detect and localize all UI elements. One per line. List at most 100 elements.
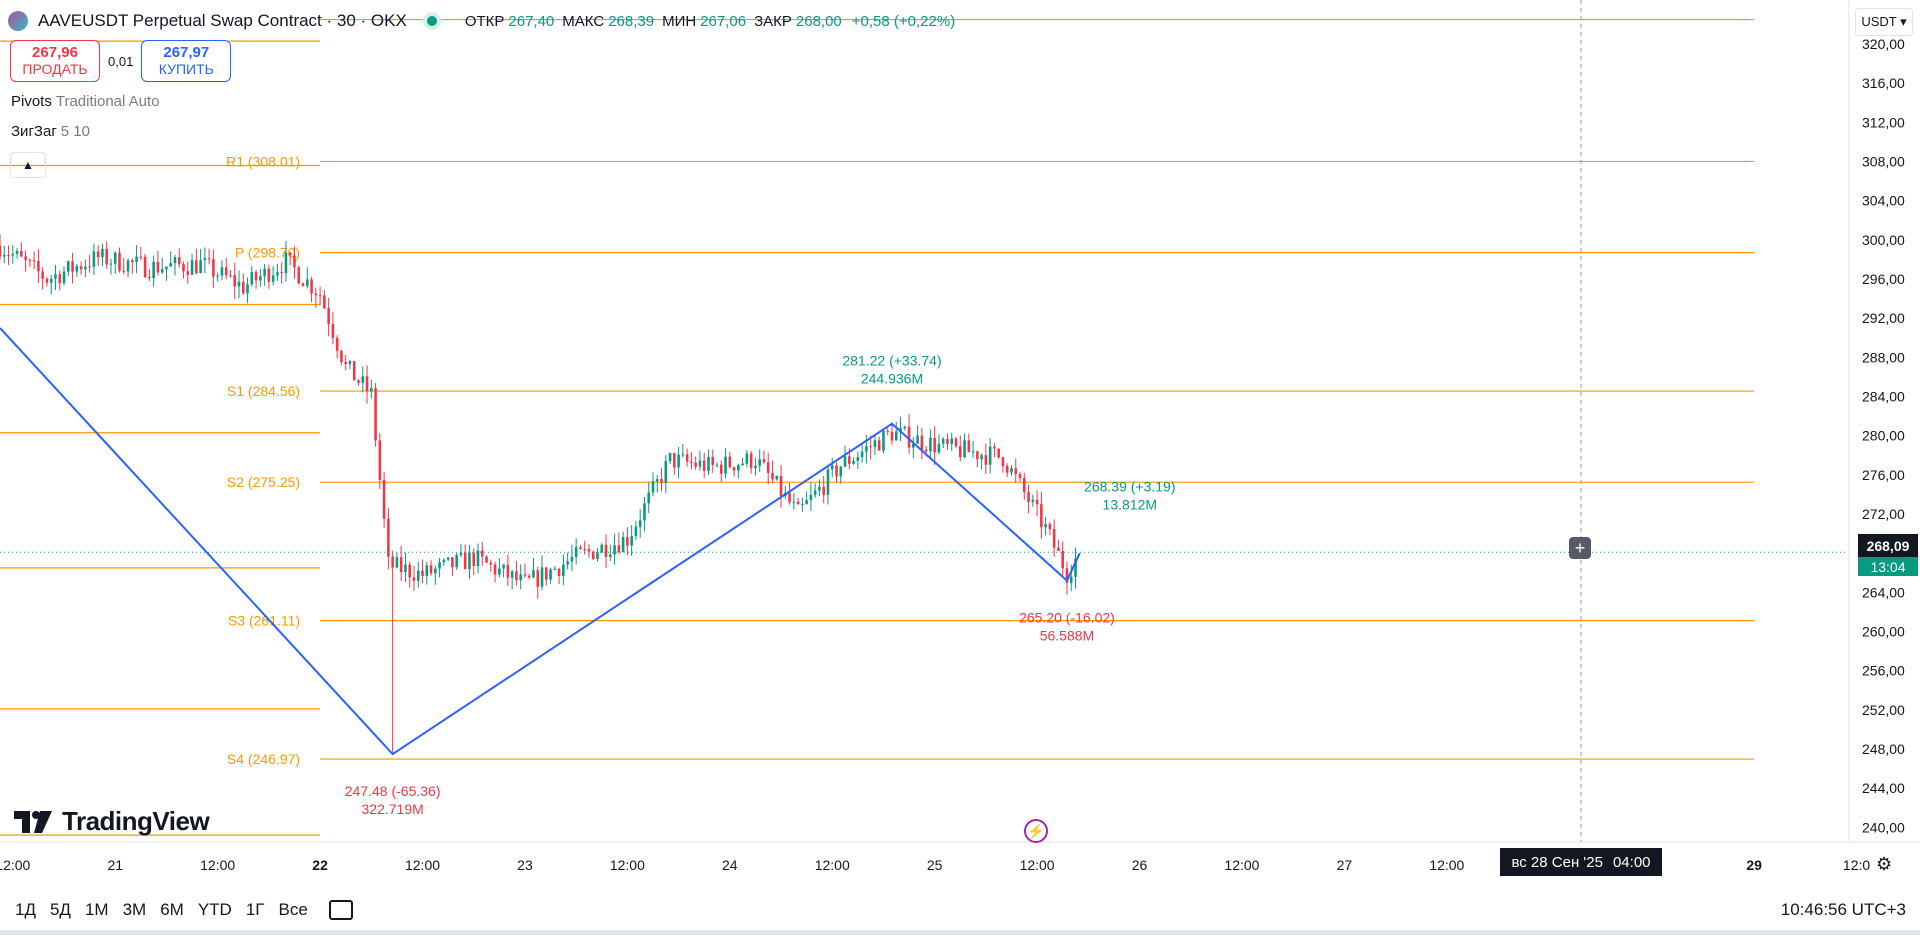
candle-body bbox=[583, 549, 586, 551]
clock-timezone[interactable]: 10:46:56 UTC+3 bbox=[1780, 900, 1906, 919]
tradingview-logo-text: TradingView bbox=[62, 806, 210, 836]
candle-body bbox=[801, 504, 804, 506]
candle-body bbox=[382, 479, 386, 519]
candle-body bbox=[62, 271, 66, 284]
candle-body bbox=[1014, 468, 1018, 475]
candle-body bbox=[997, 448, 1000, 458]
candle-body bbox=[442, 559, 446, 563]
candle-body bbox=[293, 255, 296, 268]
candle-body bbox=[480, 550, 484, 557]
price-tick-label: 288,00 bbox=[1862, 349, 1905, 365]
candle-body bbox=[233, 275, 237, 287]
candle-body bbox=[1061, 550, 1064, 569]
candle-body bbox=[613, 545, 616, 555]
candle-body bbox=[391, 556, 394, 568]
candle-body bbox=[655, 479, 659, 482]
price-tick-label: 272,00 bbox=[1862, 506, 1905, 522]
candle-body bbox=[152, 261, 155, 279]
range-1d-button[interactable]: 1Д bbox=[15, 900, 36, 919]
lightning-event-icon[interactable]: ⚡ bbox=[1024, 819, 1048, 843]
candle-body bbox=[412, 577, 416, 581]
zigzag-pivot-label: 268.39 (+3.19) bbox=[1084, 478, 1175, 494]
candle-body bbox=[719, 464, 723, 474]
chart-axes: 240,00 244,00 248,00 252,00 256,00 260,00 264,… bbox=[0, 0, 1920, 873]
candle-body bbox=[587, 549, 591, 552]
pivot-level-label: P (298.70) bbox=[235, 245, 300, 261]
time-tick-label: 25 bbox=[927, 857, 943, 873]
indicator-zigzag-legend[interactable]: ЗигЗаг 5 10 bbox=[11, 123, 90, 140]
candle-body bbox=[118, 252, 121, 271]
candle-body bbox=[216, 275, 219, 277]
candle-body bbox=[156, 261, 160, 273]
buy-button[interactable]: 267,97 КУПИТЬ bbox=[141, 40, 232, 82]
indicator-pivots-legend[interactable]: Pivots Traditional Auto bbox=[11, 93, 160, 110]
tradingview-logo[interactable]: TradingView bbox=[14, 806, 210, 837]
time-tick-label: 12:00 bbox=[0, 857, 31, 873]
range-1y-button[interactable]: 1Г bbox=[245, 900, 265, 919]
candle-body bbox=[899, 428, 902, 432]
range-3m-button[interactable]: 3М bbox=[122, 900, 147, 919]
bottom-toolbar: 1Д 5Д 1М 3М 6М YTD 1Г Все 10:46:56 UTC+3 bbox=[0, 890, 1920, 930]
collapse-legend-button[interactable]: ▲ bbox=[10, 152, 46, 178]
pivot-level-label: R1 (308.01) bbox=[226, 153, 300, 169]
candle-body bbox=[54, 274, 57, 279]
spread-value: 0,01 bbox=[108, 53, 134, 69]
chart-annotations: 247.48 (-65.36) 322.719M 281.22 (+33.74) 24… bbox=[345, 353, 1176, 817]
candle-body bbox=[865, 446, 868, 452]
candle-body bbox=[609, 554, 612, 557]
candle-body bbox=[352, 361, 356, 381]
candle-body bbox=[916, 435, 919, 444]
candle-body bbox=[310, 279, 313, 294]
candle-body bbox=[1048, 524, 1052, 530]
candle-body bbox=[1044, 524, 1047, 528]
candle-body bbox=[280, 272, 283, 274]
candle-body bbox=[301, 283, 305, 287]
candle-body bbox=[1023, 477, 1026, 492]
candle-body bbox=[519, 574, 522, 581]
candle-body bbox=[143, 256, 147, 278]
zigzag-pivot-label: 281.22 (+33.74) bbox=[842, 353, 941, 369]
candle-body bbox=[839, 466, 843, 477]
calendar-icon[interactable] bbox=[328, 900, 353, 920]
footer-divider bbox=[0, 930, 1920, 935]
candle-body bbox=[621, 536, 625, 553]
sell-price: 267,96 bbox=[32, 44, 78, 61]
candle-body bbox=[732, 467, 736, 471]
market-open-icon bbox=[426, 16, 437, 26]
price-tick-label: 320,00 bbox=[1862, 36, 1905, 52]
candle-body bbox=[259, 276, 262, 281]
candle-body bbox=[148, 277, 151, 279]
candle-body bbox=[24, 256, 27, 260]
add-alert-icon[interactable]: + bbox=[1569, 537, 1591, 559]
candle-body bbox=[754, 465, 757, 469]
sell-button[interactable]: 267,96 ПРОДАТЬ bbox=[10, 40, 100, 82]
candle-body bbox=[344, 362, 347, 364]
candle-body bbox=[527, 575, 531, 578]
range-ytd-button[interactable]: YTD bbox=[197, 900, 232, 919]
candle-body bbox=[993, 446, 996, 449]
candle-body bbox=[920, 435, 924, 450]
candle-body bbox=[882, 430, 885, 451]
ohlc-values: ОТКР 267,40 МАКС 268,39 МИН 267,06 ЗАКР 268,… bbox=[464, 12, 956, 30]
candle-body bbox=[335, 337, 339, 351]
range-all-button[interactable]: Все bbox=[278, 900, 308, 919]
candle-body bbox=[643, 503, 646, 521]
gear-icon[interactable]: ⚙ bbox=[1876, 854, 1893, 874]
candle-body bbox=[1052, 529, 1056, 548]
range-1m-button[interactable]: 1М bbox=[84, 900, 109, 919]
range-5d-button[interactable]: 5Д bbox=[49, 900, 71, 919]
ohlc-change: +0,58 (+0,22%) bbox=[851, 12, 956, 30]
candle-body bbox=[182, 264, 185, 272]
range-6m-button[interactable]: 6М bbox=[160, 900, 184, 919]
pivot-level-label: S1 (284.56) bbox=[227, 383, 300, 399]
candle-countdown: 13:04 bbox=[1858, 557, 1918, 576]
trade-panel: 267,96 ПРОДАТЬ 0,01 267,97 КУПИТЬ bbox=[10, 40, 232, 82]
candle-body bbox=[297, 267, 301, 284]
currency-select[interactable]: USDT ▾ bbox=[1855, 8, 1913, 36]
candle-body bbox=[749, 453, 753, 469]
candle-body bbox=[331, 324, 335, 338]
symbol-title[interactable]: AAVEUSDT Perpetual Swap Contract · 30 · … bbox=[38, 11, 407, 30]
candle-body bbox=[459, 552, 463, 556]
candle-body bbox=[762, 459, 766, 463]
